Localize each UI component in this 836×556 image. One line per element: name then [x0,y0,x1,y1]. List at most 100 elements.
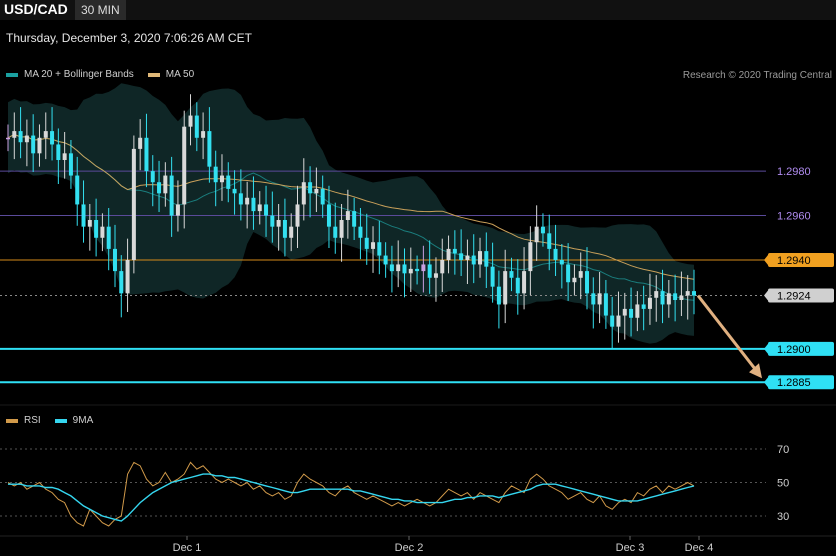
rsi-tick-70: 70 [777,444,789,456]
legend-label-ma20: MA 20 + Bollinger Bands [24,69,134,80]
x-tick-label: Dec 2 [395,542,424,554]
candle-body [81,204,86,227]
candle-body [591,293,596,305]
symbol-title: USD/CAD [4,1,68,17]
candle-body [427,264,432,278]
price-label-1.2900: 1.2900 [777,344,811,356]
chart-header: USD/CAD 30 MIN [0,0,836,20]
candle-body [484,251,489,267]
candle-body [345,211,350,220]
candle-body [673,293,678,300]
forecast-arrow-head [749,363,762,379]
candle-body [251,197,256,212]
candle-body [314,188,319,194]
candle-body [585,271,590,294]
candle-body [144,137,149,172]
candle-body [478,251,483,265]
candle-body [282,220,287,238]
candle-body [257,204,262,212]
legend-swatch-9ma [54,418,67,423]
legend-label-rsi: RSI [24,415,41,426]
candle-body [245,197,250,205]
candle-body [622,308,627,316]
candle-body [440,260,445,274]
candle-body [131,148,136,260]
candle-body [207,131,212,167]
candle-body [226,175,231,189]
candle-body [295,204,300,227]
candle-body [232,188,237,194]
price-label-bg-1.2900 [768,341,834,356]
candle-body [490,266,495,287]
candle-body [125,260,130,294]
candle-body [383,255,388,265]
candle-body [496,286,501,305]
price-label-1.2940: 1.2940 [777,255,811,267]
credit-text: Research © 2020 Trading Central [682,70,832,81]
candle-body [56,144,61,160]
candle-body [509,271,514,278]
candle-body [566,264,571,283]
candle-body [396,264,401,272]
candle-body [371,242,376,249]
candle-body [647,297,652,309]
x-tick-label: Dec 3 [616,542,645,554]
candle-body [276,220,281,227]
legend-rsi: RSI 9MA [6,415,93,426]
price-label-bg-1.2940 [768,253,834,267]
candle-body [377,242,382,256]
price-label-1.2924: 1.2924 [777,291,811,303]
candle-body [547,233,552,249]
price-label-pointer-1.2885 [764,377,768,388]
candle-body [515,277,520,294]
candle-body [62,153,67,160]
candle-body [308,182,313,194]
candle-body [666,293,671,305]
candle-body [320,188,325,205]
candle-body [31,135,36,154]
candle-body [112,248,117,272]
candle-body [415,268,420,272]
price-label-pointer-1.2900 [764,343,768,354]
candle-body [352,211,357,227]
candle-body [37,137,42,154]
candle-body [50,131,55,145]
candle-body [421,264,426,272]
candle-body [182,126,187,205]
candle-body [188,115,193,127]
candle-body [534,226,539,243]
candle-body [6,137,10,140]
chart-datetime: Thursday, December 3, 2020 7:06:26 AM CE… [6,31,252,45]
price-label-1.2885: 1.2885 [777,377,811,389]
candle-body [87,220,92,227]
timeframe-badge[interactable]: 30 MIN [75,0,126,20]
rsi-tick-30: 30 [777,511,789,523]
legend-swatch-ma50 [147,72,160,77]
candle-body [685,291,690,296]
candle-body [660,291,665,305]
candle-body [163,175,168,194]
rsi-series-rsi [7,461,695,527]
legend-swatch-ma20 [6,72,18,77]
legend-label-9ma: 9MA [72,415,94,426]
candle-body [522,271,527,294]
candles [6,94,696,348]
candle-body [119,271,124,294]
legend-label-ma50: MA 50 [165,69,195,80]
candle-body [264,204,269,216]
candle-body [559,260,564,265]
candle-body [238,193,243,205]
candle-body [553,248,558,260]
candle-body [433,273,438,278]
price-label-bg-1.2885 [768,375,834,390]
candle-body [43,131,48,138]
candle-body [446,248,451,260]
legend-main: MA 20 + Bollinger Bands MA 50 [6,69,194,80]
candle-body [138,137,143,149]
x-tick-label: Dec 1 [173,542,202,554]
candle-body [339,220,344,238]
candle-body [459,253,464,260]
bollinger-band [8,83,694,344]
candle-body [326,204,331,227]
